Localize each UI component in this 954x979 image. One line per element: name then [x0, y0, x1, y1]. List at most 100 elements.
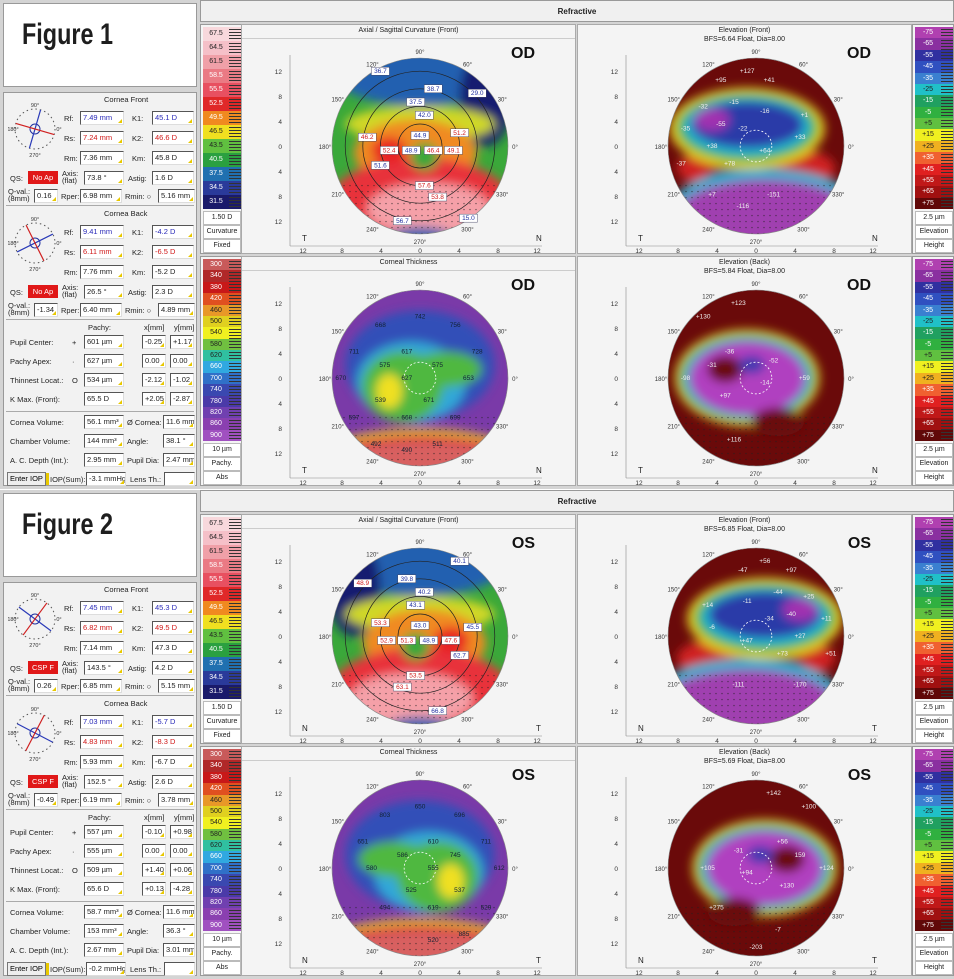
scale-footer-0[interactable]: 1.50 D: [203, 701, 241, 715]
scale-footer-0[interactable]: 1.50 D: [203, 211, 241, 225]
label-astig: Astig:: [128, 778, 147, 787]
label-rs: Rs:: [64, 134, 76, 143]
map-panel-elevation-front[interactable]: Elevation (Front) BFS=6.85 Float, Dia=8.0…: [577, 514, 912, 745]
scale-value: 31.5: [203, 195, 229, 209]
map-value-label: 575: [432, 362, 443, 369]
map-value-label: 627: [401, 375, 412, 382]
compass-label: 270°: [29, 153, 40, 159]
map-panel-thickness[interactable]: Corneal Thickness OD 90° 120° 60° 150° 30° 180°…: [241, 256, 576, 487]
label-axis: Axis: (flat): [62, 169, 79, 185]
scale-swatch: [229, 327, 241, 339]
scale-swatch: [941, 517, 953, 529]
scale-value: 380: [203, 281, 229, 294]
lens-th-field[interactable]: [164, 962, 195, 976]
map-panel-elevation-back[interactable]: Elevation (Back) BFS=5.69 Float, Dia=8.00…: [577, 746, 912, 977]
degree-label: 60°: [799, 63, 809, 69]
x-tick-label: 0: [418, 970, 422, 977]
y-tick-label: 0: [278, 634, 282, 641]
scale-swatch: [941, 270, 953, 282]
value-box: [393, 682, 412, 692]
y-tick-label: 4: [614, 169, 618, 176]
map-value-label: 46.4: [427, 147, 440, 154]
color-map: [668, 780, 844, 956]
scale-value: -55: [915, 281, 941, 294]
map-value-label: +127: [740, 68, 755, 75]
degree-label: 300°: [461, 949, 474, 955]
degree-label: 0°: [512, 867, 518, 873]
scale-swatch: [941, 27, 953, 39]
axis-side-left: N: [302, 724, 308, 733]
pupil-outline: [739, 619, 773, 653]
scale-swatch: [229, 429, 241, 441]
scale-footer-0[interactable]: 2.5 µm: [915, 443, 953, 457]
map-value-label: -31: [707, 362, 717, 369]
map-region: [782, 598, 818, 622]
scale-value: +55: [915, 174, 941, 187]
scale-swatch: [229, 384, 241, 396]
map-value-label: 42.0: [418, 112, 431, 119]
scale-swatch: [229, 587, 241, 601]
map-value-label: -36: [725, 349, 735, 356]
scale-swatch: [941, 687, 953, 699]
map-panel-thickness[interactable]: Corneal Thickness OS 90° 120° 60° 150° 30° 180°…: [241, 746, 576, 977]
figure-label: Figure 2: [22, 508, 114, 541]
enter-iop-button[interactable]: Enter IOP: [7, 472, 49, 486]
scale-value: 300: [203, 749, 229, 761]
label-ac_depth: A. C. Depth (Int.):: [10, 456, 69, 465]
degree-label: 210°: [668, 193, 681, 199]
scale-footer-0[interactable]: 2.5 µm: [915, 933, 953, 947]
map-value-label: 492: [371, 441, 382, 448]
scale-value: +65: [915, 186, 941, 198]
map-value-label: 51.2: [453, 130, 466, 137]
y-tick-label: 8: [614, 816, 618, 823]
map-value-label: +130: [696, 313, 711, 320]
map-value-label: 650: [415, 803, 426, 810]
scale-swatch: [941, 805, 953, 818]
rs-field: 6.11 mm: [80, 245, 124, 259]
degree-label: 270°: [414, 472, 427, 478]
scale-footer-0[interactable]: 2.5 µm: [915, 701, 953, 715]
map-panel-curvature[interactable]: Axial / Sagittal Curvature (Front) OS 90° 1…: [241, 514, 576, 745]
value-box: [406, 600, 425, 610]
y-tick-label: 8: [614, 194, 618, 201]
compass-label: 90°: [31, 593, 39, 599]
x-mm-field: +0.13: [142, 882, 166, 896]
lens-th-field[interactable]: [164, 472, 195, 486]
map-panel-curvature[interactable]: Axial / Sagittal Curvature (Front) OD 90° 1…: [241, 24, 576, 255]
scale-value: +35: [915, 642, 941, 654]
label-rmin: Rmin: ○: [125, 306, 152, 315]
map-value-label: 580: [366, 865, 377, 872]
scale-value: 900: [203, 919, 229, 931]
scale-footer-0[interactable]: 10 µm: [203, 443, 241, 457]
degree-label: 240°: [702, 717, 715, 723]
degree-label: 90°: [751, 282, 761, 288]
scale-value: 61.5: [203, 55, 229, 69]
map-svg: 90° 120° 60° 150° 30° 180° 0° 210° 330° 240° 300° 2…: [611, 772, 878, 977]
angle-field: 36.3 °: [163, 924, 195, 938]
label-rm: Rm:: [64, 154, 78, 163]
scale-swatch: [229, 83, 241, 97]
iop-field[interactable]: -3.1 mmHg: [86, 472, 126, 486]
axis-compass-icon: 90° 270° 180° 0°: [8, 217, 62, 273]
rs-field: 6.82 mm: [80, 621, 124, 635]
scale-value: -15: [915, 327, 941, 339]
scale-footer-0[interactable]: 10 µm: [203, 933, 241, 947]
scale-footer-0[interactable]: 2.5 µm: [915, 211, 953, 225]
scale-footer-2: Height: [915, 471, 953, 485]
map-svg: 90° 120° 60° 150° 30° 180° 0° 210° 330° 240° 300° 2…: [611, 540, 878, 745]
map-value-label: 39.8: [400, 576, 413, 583]
enter-iop-button[interactable]: Enter IOP: [7, 962, 49, 976]
scale-footer-2: Abs: [203, 961, 241, 975]
map-value-label: 617: [401, 349, 412, 356]
qval-field: 0.16: [34, 189, 58, 203]
map-value-label: +14: [702, 602, 713, 609]
map-panel-elevation-front[interactable]: Elevation (Front) BFS=6.64 Float, Dia=8.0…: [577, 24, 912, 255]
label-rper: Rper:: [61, 796, 80, 805]
km-field: 45.8 D: [152, 151, 194, 165]
scale-swatch: [229, 805, 241, 818]
iop-field[interactable]: -0.2 mmHg: [86, 962, 126, 976]
label-k2: K2:: [132, 738, 144, 747]
value-box: [423, 146, 443, 155]
map-panel-elevation-back[interactable]: Elevation (Back) BFS=5.84 Float, Dia=8.00…: [577, 256, 912, 487]
label-rm: Rm:: [64, 268, 78, 277]
